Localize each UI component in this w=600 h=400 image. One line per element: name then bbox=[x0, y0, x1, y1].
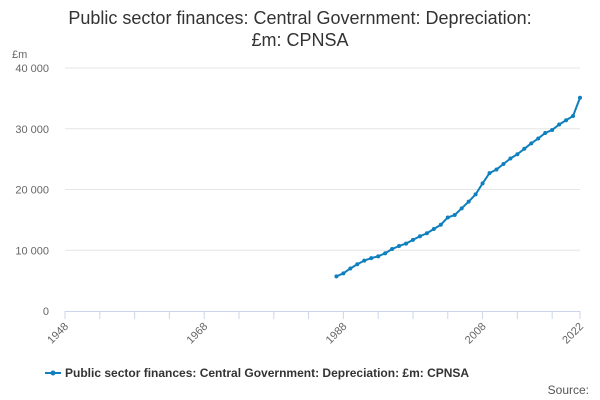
y-tick-label: 0 bbox=[43, 306, 49, 318]
data-point[interactable] bbox=[404, 241, 409, 246]
data-point[interactable] bbox=[459, 206, 464, 211]
data-point[interactable] bbox=[369, 256, 374, 261]
data-point[interactable] bbox=[508, 156, 513, 161]
data-point[interactable] bbox=[515, 152, 520, 157]
data-point[interactable] bbox=[571, 113, 576, 118]
gridlines bbox=[65, 67, 580, 251]
legend-marker-symbol bbox=[50, 370, 56, 376]
data-point[interactable] bbox=[355, 262, 360, 267]
data-point[interactable] bbox=[390, 247, 395, 252]
data-point[interactable] bbox=[376, 254, 381, 259]
data-point[interactable] bbox=[487, 171, 492, 176]
y-tick-label: 20 000 bbox=[15, 185, 49, 197]
y-tick-label: 10 000 bbox=[15, 245, 49, 257]
data-point[interactable] bbox=[550, 127, 555, 132]
data-point[interactable] bbox=[543, 131, 548, 136]
data-point[interactable] bbox=[362, 258, 367, 263]
data-point[interactable] bbox=[348, 266, 353, 271]
data-point[interactable] bbox=[501, 161, 506, 166]
data-point[interactable] bbox=[564, 118, 569, 123]
data-point[interactable] bbox=[466, 199, 471, 204]
data-point[interactable] bbox=[480, 181, 485, 186]
x-tick-label: 1968 bbox=[185, 321, 211, 347]
x-axis-ticks: 1948 1968 1988 2008 2022 bbox=[45, 311, 586, 346]
legend-label: Public sector finances: Central Governme… bbox=[65, 366, 469, 380]
x-tick-label: 2022 bbox=[560, 321, 586, 347]
data-point[interactable] bbox=[536, 136, 541, 141]
data-point[interactable] bbox=[522, 146, 527, 151]
data-point[interactable] bbox=[445, 215, 450, 220]
data-point[interactable] bbox=[431, 226, 436, 231]
x-tick-label: 2008 bbox=[463, 321, 489, 347]
data-point[interactable] bbox=[397, 243, 402, 248]
chart-title-line-2: £m: CPNSA bbox=[251, 30, 348, 50]
data-point[interactable] bbox=[494, 167, 499, 172]
data-point[interactable] bbox=[417, 234, 422, 239]
data-point[interactable] bbox=[334, 274, 339, 279]
data-point[interactable] bbox=[578, 95, 582, 100]
data-point[interactable] bbox=[383, 251, 388, 256]
legend[interactable]: Public sector finances: Central Governme… bbox=[45, 366, 469, 380]
data-point[interactable] bbox=[452, 213, 457, 218]
chart-title-line-1: Public sector finances: Central Governme… bbox=[68, 8, 531, 28]
data-point[interactable] bbox=[473, 192, 478, 197]
y-axis-tick-labels: 0 10 000 20 000 30 000 40 000 bbox=[15, 63, 49, 318]
source-label: Source: bbox=[548, 383, 589, 397]
data-point[interactable] bbox=[410, 237, 415, 242]
y-tick-label: 30 000 bbox=[15, 124, 49, 136]
x-tick-label: 1988 bbox=[324, 321, 350, 347]
data-point[interactable] bbox=[557, 122, 562, 127]
data-point[interactable] bbox=[438, 222, 443, 227]
data-point[interactable] bbox=[424, 231, 429, 236]
y-tick-label: 40 000 bbox=[15, 63, 49, 75]
series-line bbox=[335, 96, 581, 278]
y-axis-unit-label: £m bbox=[12, 49, 27, 61]
data-point[interactable] bbox=[529, 141, 534, 146]
data-point[interactable] bbox=[341, 271, 346, 276]
x-tick-label: 1948 bbox=[45, 321, 71, 347]
series-public-sector-depreciation bbox=[334, 95, 582, 279]
